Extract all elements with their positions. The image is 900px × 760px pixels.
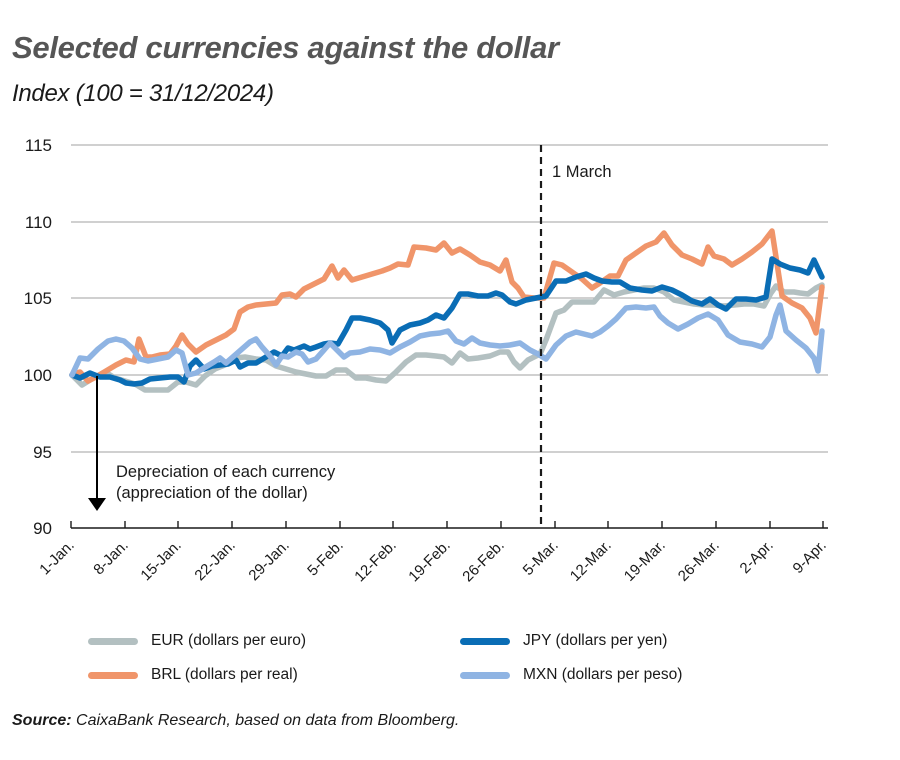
source-note: Source: CaixaBank Research, based on dat… (12, 712, 459, 730)
svg-text:19-Mar.: 19-Mar. (621, 537, 669, 585)
chart-title: Selected currencies against the dollar (12, 30, 559, 65)
legend-label-eur: EUR (dollars per euro) (151, 632, 307, 649)
x-axis-labels: 1-Jan. 8-Jan. 15-Jan. 22-Jan. 29-Jan. 5-… (36, 537, 830, 586)
depreciation-line1: Depreciation of each currency (116, 463, 336, 481)
svg-text:105: 105 (24, 289, 52, 308)
legend-item-mxn: MXN (dollars per peso) (460, 666, 682, 684)
legend-swatch-mxn (460, 671, 510, 679)
series-jpy-line (69, 256, 825, 387)
y-axis-labels: 115 110 105 100 95 90 (24, 136, 52, 538)
legend-label-jpy: JPY (dollars per yen) (523, 632, 668, 649)
depreciation-note: Depreciation of each currency (appreciat… (116, 462, 335, 504)
svg-text:12-Mar.: 12-Mar. (567, 537, 615, 585)
gridlines (71, 144, 828, 453)
svg-text:5-Feb.: 5-Feb. (304, 537, 347, 580)
legend-item-brl: BRL (dollars per real) (88, 666, 298, 684)
svg-text:26-Feb.: 26-Feb. (459, 537, 508, 586)
depreciation-line2: (appreciation of the dollar) (116, 484, 308, 502)
svg-text:1-Jan.: 1-Jan. (36, 537, 78, 579)
source-text: CaixaBank Research, based on data from B… (71, 712, 460, 729)
svg-text:19-Feb.: 19-Feb. (405, 537, 454, 586)
svg-text:5-Mar.: 5-Mar. (520, 537, 562, 579)
series-mxn-line (69, 302, 825, 378)
legend-item-eur: EUR (dollars per euro) (88, 632, 306, 650)
svg-text:29-Jan.: 29-Jan. (245, 537, 292, 584)
x-axis (70, 521, 828, 529)
svg-text:9-Apr.: 9-Apr. (790, 537, 830, 577)
series-brl-line (69, 228, 825, 384)
chart-subtitle: Index (100 = 31/12/2024) (12, 80, 274, 107)
svg-text:90: 90 (33, 519, 52, 538)
svg-text:15-Jan.: 15-Jan. (137, 537, 184, 584)
legend-swatch-jpy (460, 637, 510, 645)
svg-text:8-Jan.: 8-Jan. (90, 537, 132, 579)
svg-text:22-Jan.: 22-Jan. (191, 537, 238, 584)
series-eur-line (69, 282, 825, 393)
legend-swatch-brl (88, 671, 138, 679)
legend-item-jpy: JPY (dollars per yen) (460, 632, 667, 650)
line-chart: 115 110 105 100 95 90 1-Jan. 8-Jan. 15-J… (24, 136, 830, 586)
svg-text:95: 95 (33, 443, 52, 462)
source-label: Source: (12, 712, 72, 729)
depreciation-arrow-icon (88, 376, 106, 511)
legend-label-brl: BRL (dollars per real) (151, 666, 298, 683)
svg-text:2-Apr.: 2-Apr. (737, 537, 777, 577)
svg-text:12-Feb.: 12-Feb. (351, 537, 400, 586)
svg-text:26-Mar.: 26-Mar. (675, 537, 723, 585)
svg-text:100: 100 (24, 366, 52, 385)
legend-label-mxn: MXN (dollars per peso) (523, 666, 683, 683)
legend-swatch-eur (88, 637, 138, 645)
march-label: 1 March (552, 163, 612, 181)
svg-text:115: 115 (25, 136, 52, 155)
svg-text:110: 110 (25, 213, 52, 232)
